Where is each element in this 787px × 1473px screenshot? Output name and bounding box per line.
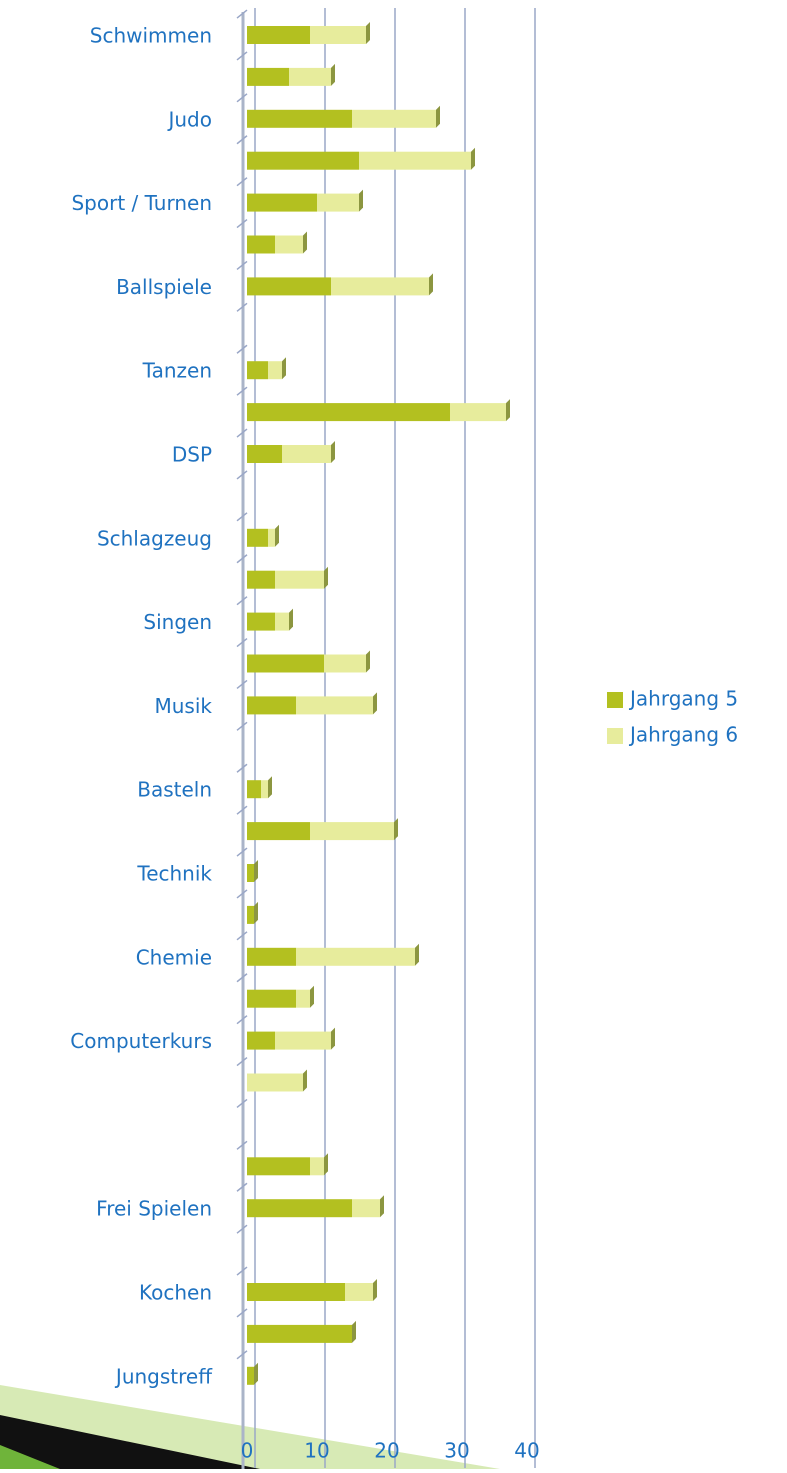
x-tick-label: 30 (444, 1439, 469, 1463)
bar-side (373, 1279, 377, 1301)
y-tick-label: Technik (136, 862, 212, 886)
bar (247, 822, 310, 840)
bar (275, 571, 324, 589)
bar (247, 1283, 345, 1301)
bar (289, 68, 331, 86)
bar (352, 1199, 380, 1217)
bar-side (331, 441, 335, 463)
bar (275, 1032, 331, 1050)
bar (310, 822, 394, 840)
bar (261, 780, 268, 798)
bar (247, 696, 296, 714)
bar-side (415, 944, 419, 966)
bar (247, 152, 359, 170)
bar-side (275, 525, 279, 547)
y-tick-label: Sport / Turnen (71, 191, 212, 215)
bar (317, 194, 359, 212)
chart: 0 10 20 30 40 Schwimmen Judo Sport / Turnen Ball… (0, 0, 787, 1469)
bar (247, 529, 268, 547)
y-tick-label: Schwimmen (90, 24, 212, 48)
bar (247, 780, 261, 798)
bar (247, 1032, 275, 1050)
bar (247, 277, 331, 295)
bar-side (373, 692, 377, 714)
bar (296, 948, 415, 966)
bar-side (352, 1321, 356, 1343)
bar (247, 1199, 352, 1217)
x-tick-label: 10 (304, 1439, 329, 1463)
y-tick-label: Tanzen (142, 359, 212, 383)
bar-side (380, 1195, 384, 1217)
bar (324, 655, 366, 673)
bar (247, 1367, 254, 1385)
bar (247, 194, 317, 212)
y-tick-label: Ballspiele (116, 275, 212, 299)
bar (310, 1157, 324, 1175)
bar (247, 906, 254, 924)
bar (359, 152, 471, 170)
bar (247, 403, 450, 421)
y-tick-label: Kochen (139, 1281, 212, 1305)
bar-side (366, 22, 370, 44)
bar-side (506, 399, 510, 421)
legend-label: Jahrgang 5 (628, 687, 738, 711)
bar-side (282, 357, 286, 379)
bar (247, 864, 254, 882)
bar (247, 26, 310, 44)
legend-label: Jahrgang 6 (628, 723, 738, 747)
bar-side (366, 651, 370, 673)
bar (247, 571, 275, 589)
y-tick-label: Musik (155, 694, 213, 718)
bar-side (331, 64, 335, 86)
bar (296, 990, 310, 1008)
legend-swatch (607, 728, 623, 744)
bar (247, 990, 296, 1008)
y-tick-label: Schlagzeug (97, 526, 212, 550)
y-tick-label: Computerkurs (70, 1029, 212, 1053)
bar (268, 529, 275, 547)
y-tick-label: Jungstreff (114, 1364, 213, 1388)
bar-side (303, 232, 307, 254)
bar-side (331, 1028, 335, 1050)
bar (345, 1283, 373, 1301)
bar (247, 236, 275, 254)
bar (247, 1157, 310, 1175)
y-tick-label: Chemie (136, 945, 212, 969)
bar (247, 613, 275, 631)
bar (268, 361, 282, 379)
bar-side (471, 148, 475, 170)
bar (352, 110, 436, 128)
y-tick-label: Frei Spielen (96, 1197, 212, 1221)
legend-swatch (607, 692, 623, 708)
bar-side (289, 609, 293, 631)
bar (310, 26, 366, 44)
bar (247, 948, 296, 966)
y-tick-label: DSP (172, 443, 212, 467)
bar (450, 403, 506, 421)
x-tick-label: 20 (374, 1439, 399, 1463)
bar-side (310, 986, 314, 1008)
bar (247, 68, 289, 86)
bar-side (268, 776, 272, 798)
bar (247, 655, 324, 673)
y-tick-label: Singen (143, 610, 212, 634)
bar (275, 613, 289, 631)
bar (247, 361, 268, 379)
bar (282, 445, 331, 463)
bar-side (429, 273, 433, 295)
bar (247, 1074, 303, 1092)
bar (275, 236, 303, 254)
x-tick-label: 40 (514, 1439, 539, 1463)
bar (247, 1325, 352, 1343)
bar-side (436, 106, 440, 128)
bar (247, 445, 282, 463)
y-tick-label: Basteln (137, 778, 212, 802)
y-tick-label: Judo (166, 107, 212, 131)
bar-side (359, 190, 363, 212)
bar (247, 110, 352, 128)
bar (331, 277, 429, 295)
bar (296, 696, 373, 714)
bar-side (303, 1070, 307, 1092)
x-tick-label: 0 (241, 1439, 254, 1463)
